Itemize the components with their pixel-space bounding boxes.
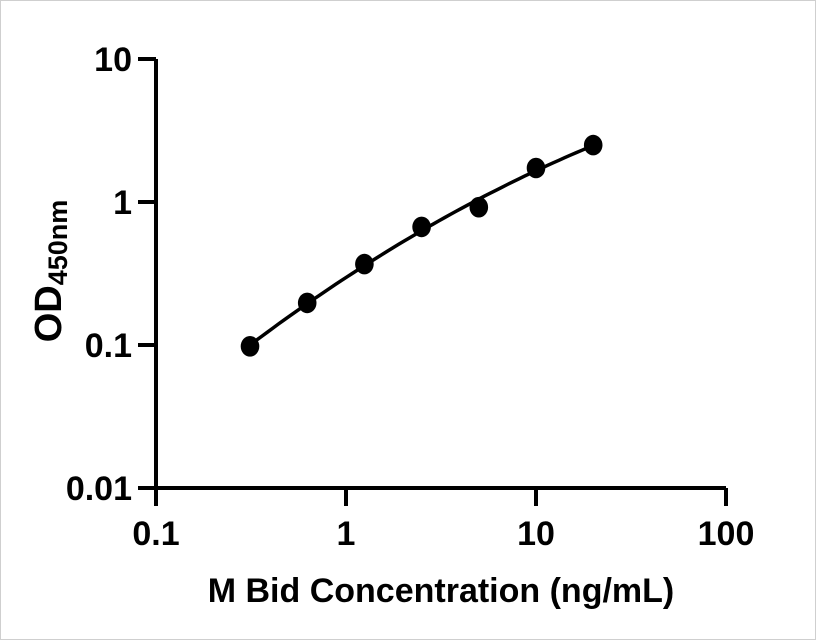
y-axis-tick-label: 0.1: [85, 327, 132, 365]
x-axis-title: M Bid Concentration (ng/mL): [208, 572, 675, 610]
data-point: [240, 336, 260, 357]
data-point: [469, 196, 489, 218]
y-axis-tick-label: 0.01: [66, 470, 132, 508]
data-points: [240, 134, 603, 357]
y-axis-tick-label: 1: [113, 184, 132, 222]
axes: [138, 57, 728, 506]
data-point: [412, 216, 431, 238]
x-axis-tick-label: 0.1: [132, 515, 179, 553]
y-axis-title-subscript: 450nm: [43, 200, 73, 286]
data-point: [297, 292, 317, 314]
x-axis-tick-label: 100: [698, 515, 755, 553]
y-axis-tick-label: 10: [94, 41, 132, 79]
data-point: [526, 157, 546, 179]
y-axis-title: OD450nm: [28, 200, 73, 343]
x-axis-tick-label: 1: [337, 515, 356, 553]
y-axis-title-main: OD: [28, 285, 70, 342]
data-point: [355, 253, 374, 275]
x-axis-tick-label: 10: [517, 515, 555, 553]
data-point: [583, 134, 603, 156]
